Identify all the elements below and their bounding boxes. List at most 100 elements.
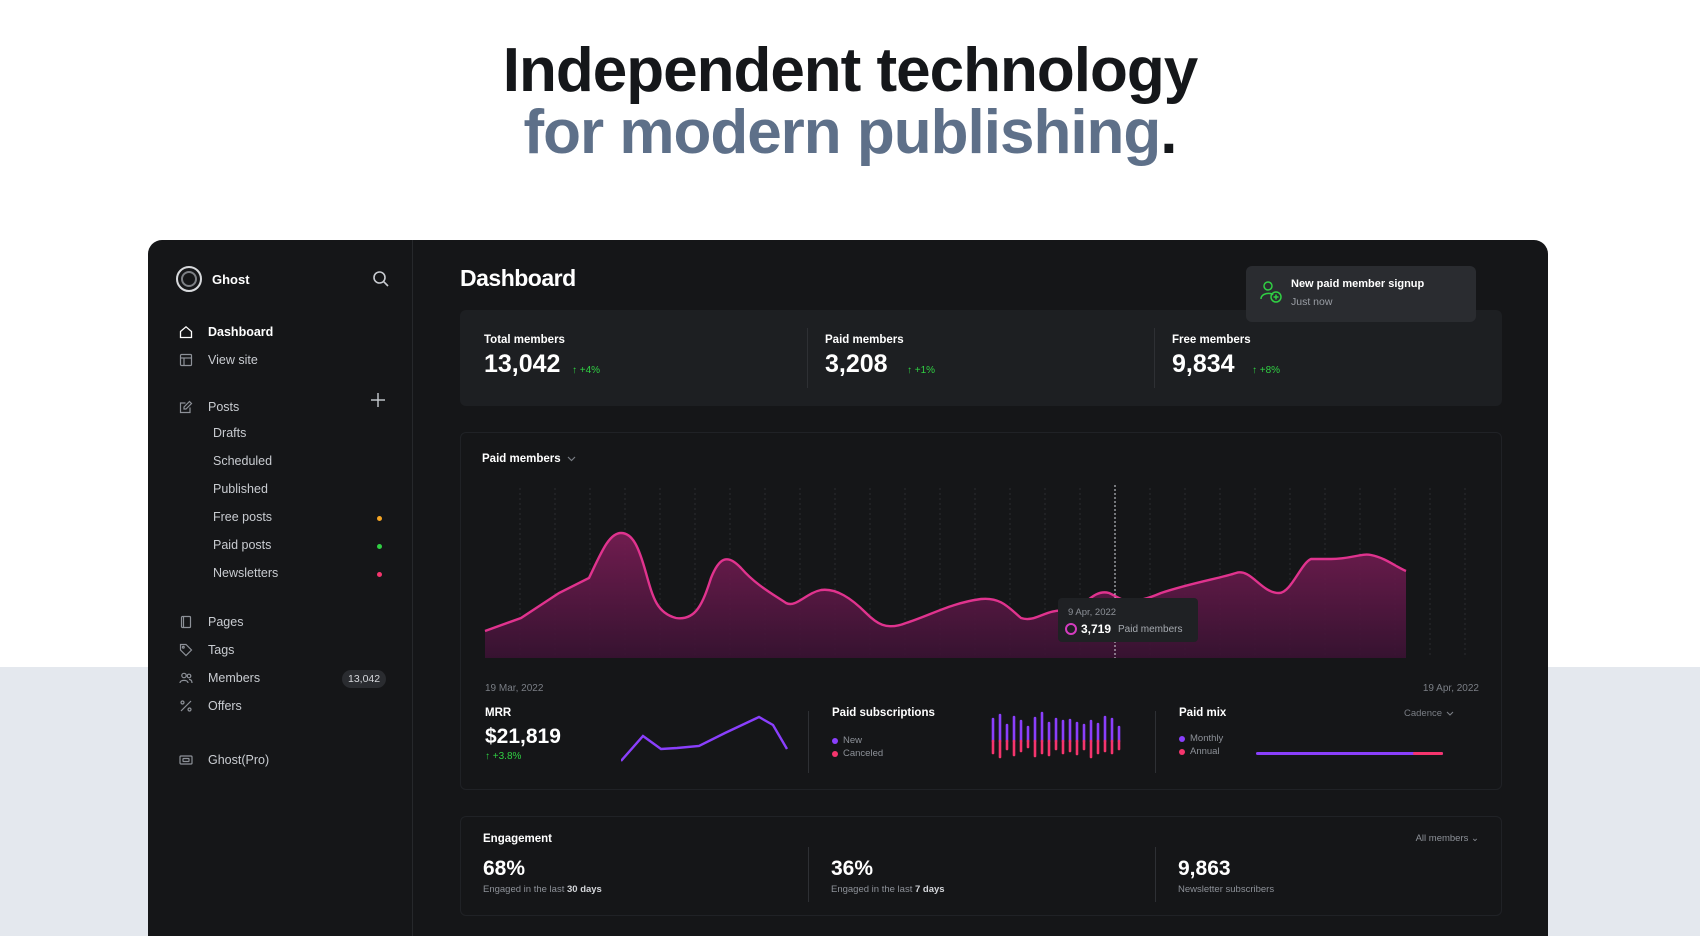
legend-label: Monthly xyxy=(1190,733,1224,744)
legend-monthly: Monthly xyxy=(1179,733,1223,744)
sidebar-item-label: View site xyxy=(208,353,258,367)
hero-period: . xyxy=(1160,98,1177,167)
chart-area xyxy=(485,533,1406,658)
app-window: Ghost Dashboard View site Posts Drafts S… xyxy=(148,240,1548,936)
sidebar-item-label: Tags xyxy=(208,643,235,657)
newsletter-subscribers-sub: Newsletter subscribers xyxy=(1178,884,1274,895)
tag-icon xyxy=(178,642,194,658)
x-axis-start: 19 Mar, 2022 xyxy=(485,683,544,694)
cadence-dropdown[interactable]: Cadence xyxy=(1404,708,1454,719)
paid-posts-dot xyxy=(377,544,382,549)
divider xyxy=(808,711,809,773)
sub-text: Engaged in the last xyxy=(831,884,915,895)
legend-swatch xyxy=(832,750,838,757)
sidebar-item-drafts[interactable]: Drafts xyxy=(213,426,247,440)
paid-mix-bar-annual xyxy=(1413,752,1443,755)
legend-new: New xyxy=(832,735,862,746)
mrr-delta: ↑ +3.8% xyxy=(485,751,522,762)
stat-value: 9,834 xyxy=(1172,350,1235,378)
sidebar-item-label: Members xyxy=(208,671,261,685)
sidebar-item-label: Posts xyxy=(208,400,240,414)
divider xyxy=(807,328,808,388)
page-title: Dashboard xyxy=(460,265,576,291)
divider xyxy=(1154,328,1155,388)
engagement-7d-sub: Engaged in the last 7 days xyxy=(831,884,945,895)
sidebar-item-label: Pages xyxy=(208,615,244,629)
brand[interactable]: Ghost xyxy=(176,266,250,292)
stat-value: 13,042 xyxy=(484,350,561,378)
members-count-badge: 13,042 xyxy=(342,670,387,688)
divider xyxy=(1155,711,1156,773)
page-icon xyxy=(178,614,194,630)
hero-heading: Independent technology for modern publis… xyxy=(0,40,1700,164)
legend-canceled: Canceled xyxy=(832,748,883,759)
legend-swatch xyxy=(1179,735,1185,742)
tooltip-value: 3,719 xyxy=(1081,622,1112,636)
cadence-label: Cadence xyxy=(1404,708,1443,719)
sidebar-item-members[interactable]: Members xyxy=(178,669,260,687)
sub-bold: 7 days xyxy=(914,884,945,895)
ghost-logo-icon xyxy=(176,266,202,292)
newsletters-dot xyxy=(377,572,382,577)
chevron-down-icon: ⌄ xyxy=(1471,833,1479,844)
main-content: Dashboard Total members 13,042 ↑ +4% Pai… xyxy=(413,240,1548,936)
engagement-panel: Engagement All members ⌄ 68% Engaged in … xyxy=(460,816,1502,916)
chevron-down-icon xyxy=(1446,711,1454,716)
sub-text: Newsletter subscribers xyxy=(1178,884,1275,895)
sidebar-item-posts[interactable]: Posts xyxy=(178,398,239,416)
members-icon xyxy=(178,670,194,686)
sidebar-item-scheduled[interactable]: Scheduled xyxy=(213,454,273,468)
chart-tooltip xyxy=(1058,598,1198,642)
notification-toast[interactable]: New paid member signup Just now xyxy=(1246,266,1476,322)
free-posts-dot xyxy=(377,516,382,521)
legend-annual: Annual xyxy=(1179,746,1220,757)
legend-swatch xyxy=(1179,748,1185,755)
tooltip-date: 9 Apr, 2022 xyxy=(1068,607,1117,618)
mini-charts-row: MRR $21,819 ↑ +3.8% Paid subscriptions N… xyxy=(461,703,1501,789)
sidebar-item-ghost-pro[interactable]: Ghost(Pro) xyxy=(178,751,269,769)
paid-members-panel: Paid members 9 Apr, 2022 3,719 Paid memb… xyxy=(460,432,1502,790)
stat-label: Total members xyxy=(484,334,565,346)
mrr-sparkline xyxy=(621,715,789,762)
sidebar-item-published[interactable]: Published xyxy=(213,482,268,496)
legend-label: Canceled xyxy=(843,748,884,759)
stat-label: Paid members xyxy=(825,334,904,346)
sidebar-item-free-posts[interactable]: Free posts xyxy=(213,510,273,524)
engagement-filter-dropdown[interactable]: All members ⌄ xyxy=(1416,833,1479,844)
sidebar-item-label: Offers xyxy=(208,699,242,713)
divider xyxy=(1155,847,1156,902)
sidebar-item-pages[interactable]: Pages xyxy=(178,613,243,631)
chart-line xyxy=(484,531,1407,633)
sidebar-item-tags[interactable]: Tags xyxy=(178,641,234,659)
paid-mix-title: Paid mix xyxy=(1179,707,1227,719)
hero-line-2-text: for modern publishing xyxy=(523,98,1161,167)
search-icon[interactable] xyxy=(372,270,390,288)
stat-delta: ↑ +8% xyxy=(1252,365,1281,376)
stat-value: 3,208 xyxy=(825,350,888,378)
add-post-icon[interactable] xyxy=(370,392,386,408)
paid-mix-bar-monthly xyxy=(1256,752,1443,755)
engagement-7d-value: 36% xyxy=(831,857,874,880)
legend-label: Annual xyxy=(1190,746,1220,757)
engagement-30d-value: 68% xyxy=(483,857,526,880)
sub-text: Engaged in the last xyxy=(483,884,567,895)
divider xyxy=(808,847,809,902)
sidebar-item-view-site[interactable]: View site xyxy=(178,351,258,369)
stat-delta: ↑ +1% xyxy=(907,365,936,376)
layout-icon xyxy=(178,352,194,368)
edit-icon xyxy=(178,399,194,415)
sidebar-item-offers[interactable]: Offers xyxy=(178,697,242,715)
sidebar-item-newsletters[interactable]: Newsletters xyxy=(213,566,279,580)
toast-title: New paid member signup xyxy=(1291,278,1425,290)
sidebar: Ghost Dashboard View site Posts Drafts S… xyxy=(148,240,413,936)
paid-subs-bars xyxy=(991,711,1121,759)
paid-subs-title: Paid subscriptions xyxy=(832,707,935,719)
newsletter-subscribers-value: 9,863 xyxy=(1178,857,1231,880)
chevron-down-icon xyxy=(567,456,576,462)
sidebar-item-label: Dashboard xyxy=(208,325,274,339)
engagement-title: Engagement xyxy=(483,833,553,845)
sidebar-item-dashboard[interactable]: Dashboard xyxy=(178,323,273,341)
sidebar-item-paid-posts[interactable]: Paid posts xyxy=(213,538,272,552)
chart-title[interactable]: Paid members xyxy=(482,453,576,465)
percent-icon xyxy=(178,698,194,714)
